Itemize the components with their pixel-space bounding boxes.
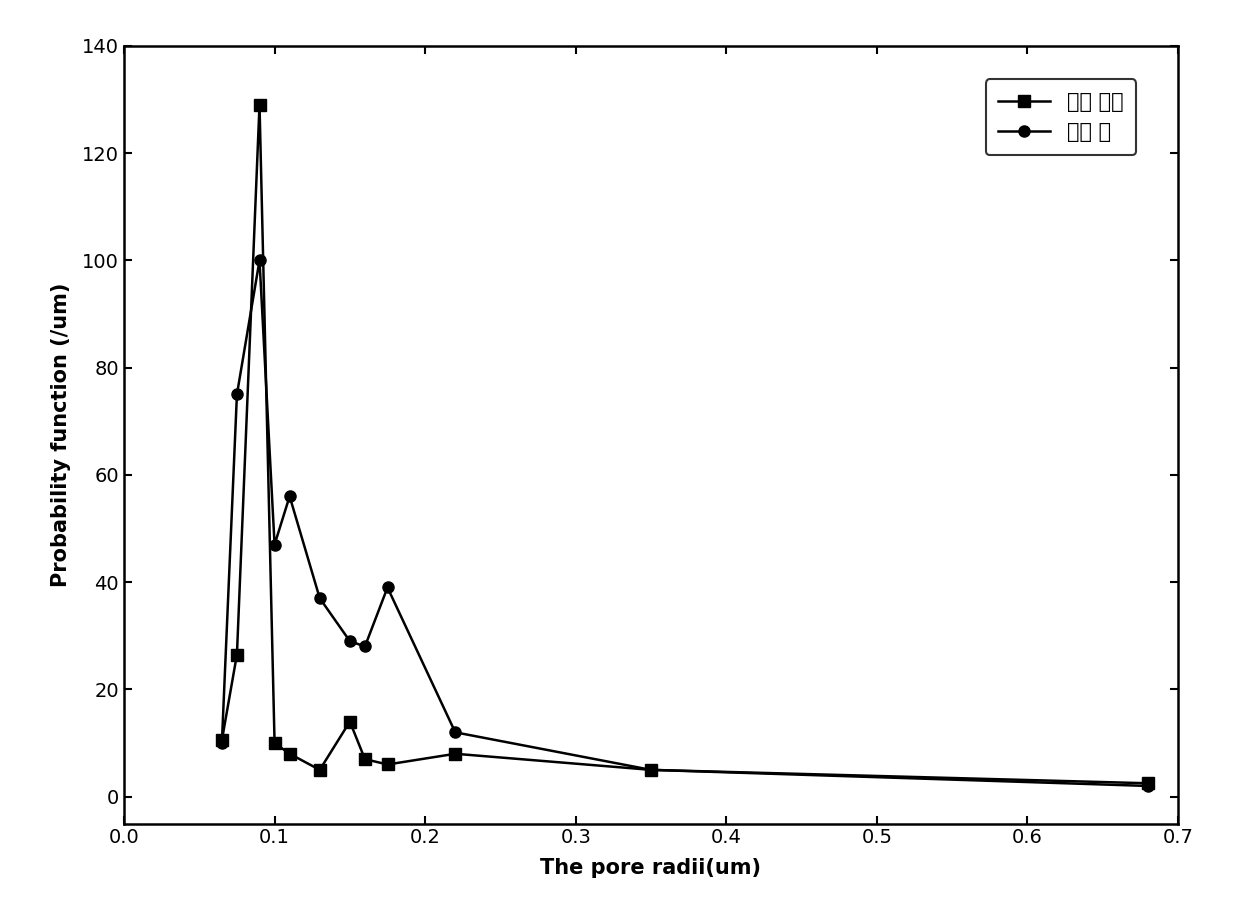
实施 例二	[252, 99, 267, 110]
对比 例	[283, 490, 298, 501]
对比 例	[215, 737, 229, 748]
实施 例二	[312, 764, 327, 775]
实施 例二	[448, 748, 463, 759]
对比 例	[379, 582, 394, 593]
对比 例	[312, 593, 327, 604]
实施 例二	[357, 754, 372, 765]
对比 例	[252, 254, 267, 265]
实施 例二	[267, 737, 281, 748]
对比 例	[448, 727, 463, 737]
Line: 实施 例二: 实施 例二	[216, 99, 1153, 789]
实施 例二	[379, 759, 394, 770]
Y-axis label: Probability function (/um): Probability function (/um)	[51, 283, 71, 587]
实施 例二	[342, 716, 357, 727]
实施 例二	[215, 735, 229, 746]
实施 例二	[283, 748, 298, 759]
对比 例	[229, 389, 244, 400]
实施 例二	[1141, 778, 1156, 789]
Line: 对比 例: 对比 例	[216, 254, 1153, 791]
实施 例二	[229, 649, 244, 660]
实施 例二	[644, 764, 658, 775]
对比 例	[357, 641, 372, 652]
对比 例	[267, 539, 281, 550]
对比 例	[1141, 780, 1156, 791]
Legend: 实施 例二, 对比 例: 实施 例二, 对比 例	[986, 80, 1136, 155]
对比 例	[644, 764, 658, 775]
X-axis label: The pore radii(um): The pore radii(um)	[541, 858, 761, 878]
对比 例	[342, 636, 357, 647]
